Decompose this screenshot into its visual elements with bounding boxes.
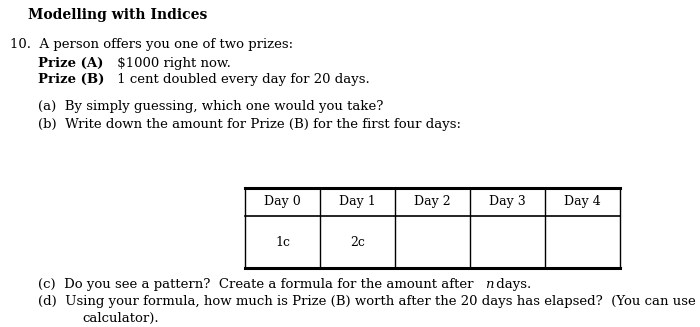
Text: Day 3: Day 3 [489, 196, 526, 209]
Text: (c)  Do you see a pattern?  Create a formula for the amount after: (c) Do you see a pattern? Create a formu… [38, 278, 477, 291]
Text: n: n [485, 278, 494, 291]
Text: (b)  Write down the amount for Prize (B) for the first four days:: (b) Write down the amount for Prize (B) … [38, 118, 461, 131]
Text: 1 cent doubled every day for 20 days.: 1 cent doubled every day for 20 days. [113, 73, 370, 86]
Text: Prize (A): Prize (A) [38, 57, 104, 70]
Text: 10.  A person offers you one of two prizes:: 10. A person offers you one of two prize… [10, 38, 293, 51]
Text: 2c: 2c [350, 236, 365, 249]
Text: Prize (B): Prize (B) [38, 73, 104, 86]
Text: Day 4: Day 4 [564, 196, 601, 209]
Text: 1c: 1c [275, 236, 290, 249]
Text: (d)  Using your formula, how much is Prize (B) worth after the 20 days has elaps: (d) Using your formula, how much is Priz… [38, 295, 700, 308]
Text: Day 1: Day 1 [339, 196, 376, 209]
Text: (a)  By simply guessing, which one would you take?: (a) By simply guessing, which one would … [38, 100, 384, 113]
Text: days.: days. [492, 278, 531, 291]
Text: Day 2: Day 2 [414, 196, 451, 209]
Text: Day 0: Day 0 [264, 196, 301, 209]
Text: Modelling with Indices: Modelling with Indices [28, 8, 207, 22]
Text: calculator).: calculator). [82, 312, 159, 325]
Text: $1000 right now.: $1000 right now. [113, 57, 231, 70]
